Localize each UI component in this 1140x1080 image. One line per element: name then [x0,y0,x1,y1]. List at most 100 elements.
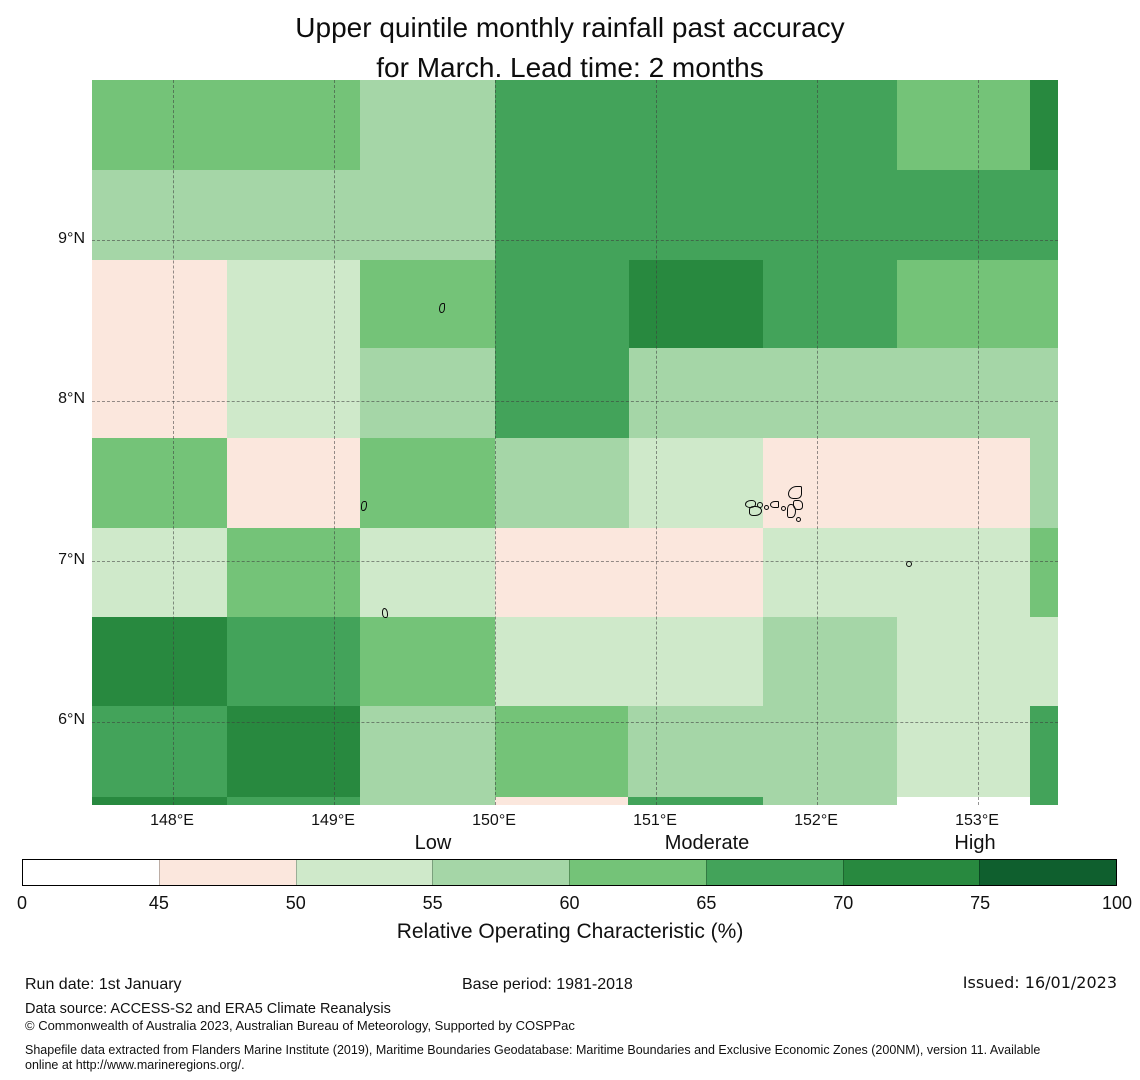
map-cell [1030,80,1058,170]
colorbar-axis-label: Relative Operating Characteristic (%) [396,920,744,943]
colorbar-tick-label: 55 [422,893,443,913]
x-tick-label: 148°E [150,812,194,829]
map-cell [763,797,897,805]
page-title: Upper quintile monthly rainfall past acc… [0,8,1140,88]
map-cell [1030,706,1058,797]
map-cell [360,617,495,706]
x-tick-label: 152°E [794,812,838,829]
map-cell [897,617,1058,706]
map-cell [897,706,1030,797]
map-cell [227,260,360,348]
map-cell [92,528,227,617]
island-outline [764,505,769,510]
island-outline [906,561,912,567]
map-cell [897,797,1030,805]
island-outline [749,506,762,516]
island-outline [382,608,388,618]
title-line-1: Upper quintile monthly rainfall past acc… [295,12,845,43]
base-period-text: Base period: 1981-2018 [462,976,633,993]
colorbar [22,859,1117,886]
map-cell [360,80,495,170]
colorbar-segment [842,860,980,885]
colorbar-tick-label: 50 [285,893,306,913]
colorbar-tick-label: 0 [16,893,28,913]
map-cell [495,438,629,528]
map-cell [763,438,1030,528]
map-cell [1030,797,1058,805]
map-cell [629,260,763,348]
map-cell [360,797,495,805]
map-cell [360,706,495,797]
x-tick-label: 150°E [472,812,516,829]
map-cell [92,348,227,438]
map-cell [763,528,1030,617]
map-cell [92,80,360,170]
map-cell [629,438,763,528]
shapefile-attribution-line2: online at http://www.marineregions.org/. [25,1058,245,1072]
map-cell [227,348,360,438]
map-cell [495,348,629,438]
colorbar-tick-label: 65 [696,893,717,913]
map-cell [628,706,897,797]
map-cell [227,617,360,706]
map-cell [763,260,897,348]
map-cell [92,797,227,805]
run-date-text: Run date: 1st January [25,976,182,993]
colorbar-category-label: Moderate [664,832,750,854]
colorbar-segment [158,860,296,885]
island-outline [757,502,763,508]
map-cell [897,80,1030,170]
x-tick-label: 151°E [633,812,677,829]
map-cell [495,80,897,170]
map-cell [360,438,495,528]
island-outline [781,506,786,511]
map-cell [1030,438,1058,528]
colorbar-tick-label: 70 [833,893,854,913]
map-cell [360,260,495,348]
map-cell [227,438,360,528]
map-cell [495,797,628,805]
x-tick-label: 149°E [311,812,355,829]
map-cell [763,617,897,706]
colorbar-category-label: Low [414,832,452,854]
map-cell [92,170,495,260]
map-cell [495,706,628,797]
colorbar-segment [23,860,159,885]
island-outline [770,501,779,508]
colorbar-tick-label: 100 [1101,893,1133,913]
colorbar-tick-label: 45 [148,893,169,913]
island-outline [788,486,802,499]
title-line-2: for March. Lead time: 2 months [376,52,764,83]
map-cell [227,797,360,805]
map-cell [495,260,629,348]
colorbar-segment [705,860,843,885]
colorbar-segment [979,860,1116,885]
shapefile-attribution-line1: Shapefile data extracted from Flanders M… [25,1043,1041,1057]
map-cell [360,528,495,617]
map-cell [1030,528,1058,617]
map-cell [92,706,227,797]
map-cell [227,706,360,797]
island-outline [361,501,367,511]
map-cell [628,797,763,805]
map-cell [495,528,763,617]
copyright-text: © Commonwealth of Australia 2023, Austra… [25,1018,575,1033]
y-tick-label: 7°N [58,551,85,569]
y-tick-label: 9°N [58,230,85,248]
colorbar-tick-label: 75 [970,893,991,913]
y-tick-label: 6°N [58,711,85,729]
map-cell [227,528,360,617]
map-cell [495,170,1058,260]
map-cell [92,260,227,348]
map-plot-area [92,80,1058,805]
island-outline [439,303,445,313]
colorbar-segment [569,860,706,885]
colorbar-category-label: High [954,832,996,854]
colorbar-segment [432,860,569,885]
island-outline [796,517,801,522]
map-cell [629,348,1058,438]
map-cell [897,260,1058,348]
island-outline [787,504,796,518]
issued-date-text: Issued: 16/01/2023 [962,973,1117,992]
